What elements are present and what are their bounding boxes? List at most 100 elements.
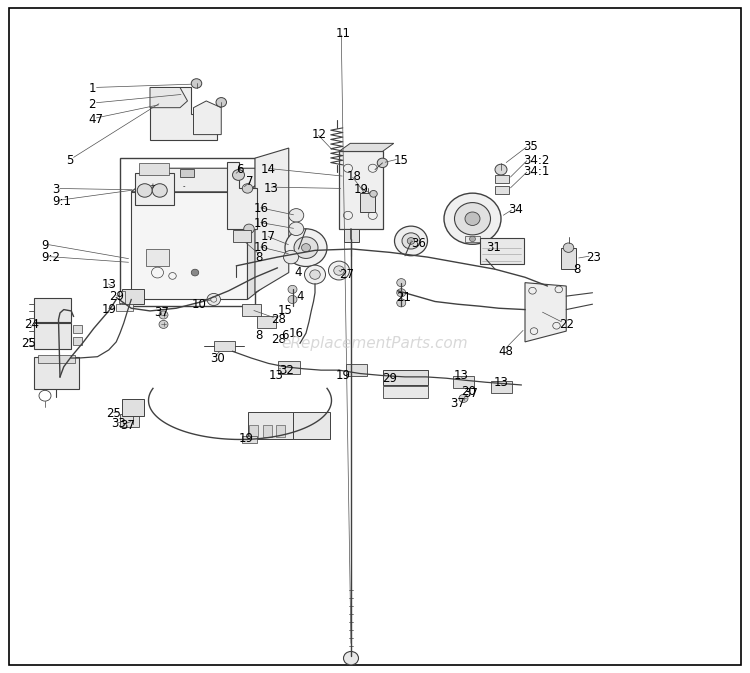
Polygon shape bbox=[131, 168, 278, 192]
Text: 4: 4 bbox=[296, 289, 304, 303]
Bar bbox=[248, 412, 292, 439]
Circle shape bbox=[344, 651, 358, 665]
Text: 13: 13 bbox=[268, 369, 284, 382]
Polygon shape bbox=[339, 151, 382, 229]
Text: 14: 14 bbox=[261, 163, 276, 176]
Bar bbox=[465, 236, 480, 242]
Bar bbox=[34, 323, 71, 349]
Text: 29: 29 bbox=[382, 371, 398, 385]
Text: 21: 21 bbox=[396, 291, 411, 304]
Polygon shape bbox=[226, 162, 256, 229]
Bar bbox=[73, 325, 82, 333]
Bar bbox=[561, 248, 576, 269]
Circle shape bbox=[288, 285, 297, 293]
Text: 12: 12 bbox=[311, 128, 326, 141]
Circle shape bbox=[159, 311, 168, 319]
Text: 34:1: 34:1 bbox=[524, 165, 550, 178]
Text: 19: 19 bbox=[101, 303, 116, 316]
Circle shape bbox=[465, 212, 480, 225]
Bar bbox=[490, 381, 512, 393]
Bar bbox=[276, 425, 285, 437]
Text: 18: 18 bbox=[346, 170, 362, 183]
Polygon shape bbox=[194, 101, 221, 135]
Text: 13: 13 bbox=[454, 369, 469, 382]
Circle shape bbox=[563, 243, 574, 252]
Bar bbox=[120, 414, 139, 427]
Text: 34:2: 34:2 bbox=[524, 153, 550, 167]
Text: 32: 32 bbox=[279, 363, 294, 377]
Circle shape bbox=[397, 289, 406, 297]
Text: 37: 37 bbox=[154, 306, 169, 320]
Text: 48: 48 bbox=[499, 345, 514, 358]
Text: 2: 2 bbox=[88, 98, 96, 111]
Circle shape bbox=[397, 279, 406, 287]
Text: -: - bbox=[182, 184, 185, 189]
Text: 20: 20 bbox=[461, 385, 476, 398]
Bar bbox=[116, 304, 133, 311]
Text: 19: 19 bbox=[354, 183, 369, 197]
Text: 22: 22 bbox=[559, 318, 574, 331]
Circle shape bbox=[285, 229, 327, 267]
Text: 33: 33 bbox=[111, 417, 126, 431]
Circle shape bbox=[289, 222, 304, 236]
Text: 5: 5 bbox=[66, 153, 74, 167]
Circle shape bbox=[470, 236, 476, 242]
Circle shape bbox=[289, 209, 304, 222]
Circle shape bbox=[207, 293, 220, 306]
Bar bbox=[344, 229, 358, 242]
Bar bbox=[118, 291, 124, 303]
Circle shape bbox=[377, 158, 388, 168]
Text: 13: 13 bbox=[494, 376, 508, 389]
Bar bbox=[34, 357, 79, 389]
Text: 11: 11 bbox=[336, 27, 351, 40]
Text: 6: 6 bbox=[281, 328, 289, 342]
Circle shape bbox=[191, 79, 202, 88]
Text: 27: 27 bbox=[339, 268, 354, 281]
Circle shape bbox=[370, 190, 377, 197]
Bar bbox=[34, 298, 71, 322]
Circle shape bbox=[334, 266, 344, 275]
Text: 10: 10 bbox=[191, 297, 206, 311]
Bar bbox=[278, 361, 300, 374]
Text: 19: 19 bbox=[336, 369, 351, 382]
Bar bbox=[394, 371, 416, 383]
Circle shape bbox=[294, 237, 318, 258]
Bar bbox=[262, 425, 272, 437]
Text: 8: 8 bbox=[255, 250, 262, 264]
Polygon shape bbox=[131, 192, 248, 299]
Bar bbox=[135, 173, 174, 205]
Text: 9: 9 bbox=[41, 239, 49, 252]
Text: 25: 25 bbox=[106, 407, 122, 421]
Text: 23: 23 bbox=[586, 250, 602, 264]
Text: 24: 24 bbox=[24, 318, 39, 331]
Bar bbox=[150, 169, 164, 177]
Bar bbox=[346, 364, 367, 376]
Circle shape bbox=[397, 299, 406, 307]
Text: 16: 16 bbox=[254, 241, 268, 254]
Circle shape bbox=[137, 184, 152, 197]
Polygon shape bbox=[525, 283, 566, 342]
Circle shape bbox=[444, 193, 501, 244]
Text: 17: 17 bbox=[261, 230, 276, 244]
Text: 16: 16 bbox=[289, 326, 304, 340]
Text: 28: 28 bbox=[272, 333, 286, 347]
Text: 31: 31 bbox=[486, 241, 501, 254]
Bar bbox=[242, 304, 261, 316]
Text: 37: 37 bbox=[464, 387, 478, 400]
Text: 16: 16 bbox=[254, 217, 268, 230]
Text: 9:2: 9:2 bbox=[41, 251, 60, 264]
Bar bbox=[382, 386, 427, 398]
Bar bbox=[495, 186, 508, 194]
Text: 3: 3 bbox=[53, 183, 60, 197]
Text: 30: 30 bbox=[210, 351, 225, 365]
Bar bbox=[480, 238, 524, 264]
Text: 15: 15 bbox=[394, 153, 409, 167]
Bar bbox=[292, 412, 330, 439]
Polygon shape bbox=[339, 143, 394, 151]
Circle shape bbox=[402, 233, 420, 249]
Circle shape bbox=[216, 98, 226, 107]
Circle shape bbox=[310, 270, 320, 279]
Text: 36: 36 bbox=[411, 237, 426, 250]
Polygon shape bbox=[248, 168, 278, 299]
Text: 28: 28 bbox=[272, 313, 286, 326]
